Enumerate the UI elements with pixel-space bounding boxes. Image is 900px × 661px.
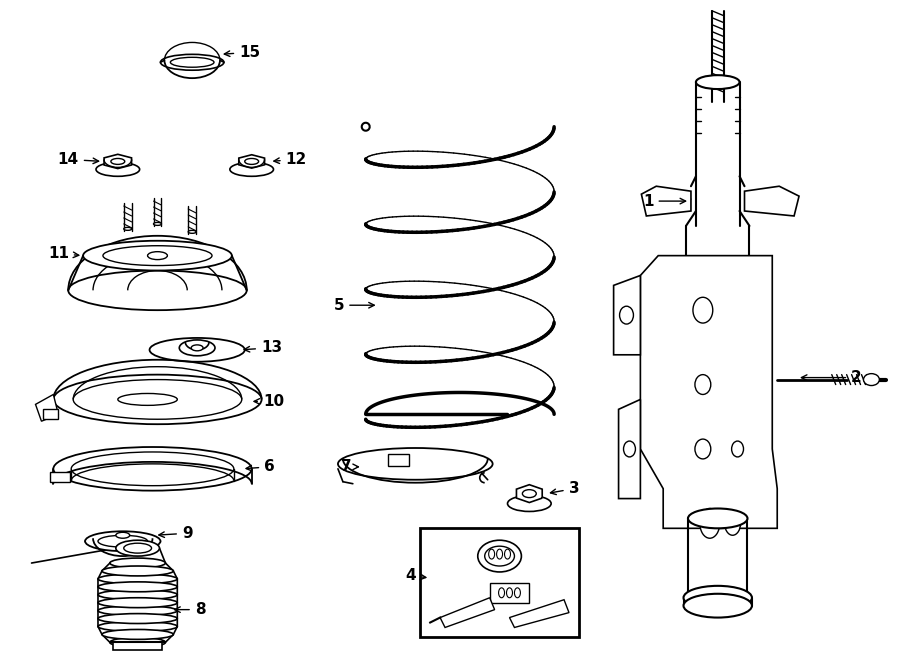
Ellipse shape [170, 58, 214, 67]
Ellipse shape [489, 549, 495, 559]
Ellipse shape [230, 163, 274, 176]
Ellipse shape [160, 54, 224, 70]
Ellipse shape [124, 543, 151, 553]
Ellipse shape [179, 340, 215, 356]
Ellipse shape [693, 297, 713, 323]
Ellipse shape [863, 373, 879, 385]
Text: 4: 4 [406, 568, 426, 584]
Ellipse shape [619, 306, 634, 324]
Ellipse shape [497, 549, 502, 559]
Text: 3: 3 [551, 481, 580, 496]
Ellipse shape [683, 586, 752, 609]
Ellipse shape [696, 75, 740, 89]
Polygon shape [618, 399, 641, 498]
Ellipse shape [695, 439, 711, 459]
Text: 1: 1 [644, 194, 686, 209]
Ellipse shape [499, 588, 505, 598]
Ellipse shape [98, 621, 177, 631]
Ellipse shape [191, 345, 203, 351]
Ellipse shape [522, 490, 536, 498]
Ellipse shape [110, 558, 166, 568]
Ellipse shape [111, 159, 125, 165]
Ellipse shape [508, 496, 551, 512]
Ellipse shape [98, 582, 177, 592]
Ellipse shape [724, 512, 741, 535]
Text: 7: 7 [340, 459, 358, 475]
Ellipse shape [515, 588, 520, 598]
Text: 5: 5 [334, 297, 374, 313]
Polygon shape [509, 600, 569, 627]
Ellipse shape [124, 227, 131, 230]
Ellipse shape [86, 531, 160, 551]
Text: 8: 8 [175, 602, 205, 617]
Ellipse shape [507, 588, 512, 598]
Ellipse shape [53, 375, 262, 424]
Bar [420, 528, 579, 637]
Ellipse shape [68, 270, 247, 310]
Ellipse shape [98, 574, 177, 584]
Polygon shape [517, 485, 542, 502]
Polygon shape [744, 186, 799, 216]
Ellipse shape [154, 222, 161, 225]
Ellipse shape [732, 441, 743, 457]
Ellipse shape [98, 598, 177, 607]
Text: 13: 13 [244, 340, 282, 356]
Ellipse shape [102, 629, 174, 639]
Text: 15: 15 [224, 45, 260, 60]
Bar [50, 472, 70, 482]
Polygon shape [104, 154, 131, 169]
Text: 6: 6 [246, 459, 274, 475]
Polygon shape [641, 256, 778, 528]
Text: 12: 12 [274, 152, 307, 167]
Ellipse shape [110, 637, 166, 647]
Ellipse shape [700, 508, 720, 538]
Text: 11: 11 [48, 246, 79, 261]
Ellipse shape [96, 163, 140, 176]
Ellipse shape [245, 159, 258, 165]
Text: 2: 2 [801, 370, 862, 385]
Ellipse shape [83, 241, 232, 270]
Ellipse shape [98, 613, 177, 623]
Ellipse shape [98, 535, 148, 547]
Polygon shape [614, 276, 641, 355]
Ellipse shape [71, 452, 234, 486]
Ellipse shape [103, 246, 212, 266]
Polygon shape [238, 155, 265, 168]
Polygon shape [642, 186, 691, 216]
Polygon shape [35, 395, 58, 421]
Ellipse shape [98, 590, 177, 600]
Ellipse shape [624, 441, 635, 457]
Bar [388, 454, 410, 466]
Ellipse shape [102, 566, 174, 576]
Ellipse shape [688, 508, 748, 528]
Ellipse shape [53, 447, 252, 490]
Text: 10: 10 [254, 394, 284, 409]
Ellipse shape [98, 605, 177, 615]
Ellipse shape [188, 230, 196, 233]
Text: 14: 14 [58, 152, 99, 167]
Bar [490, 583, 529, 603]
Ellipse shape [118, 393, 177, 405]
Ellipse shape [485, 546, 515, 566]
Bar [112, 642, 162, 650]
Text: 9: 9 [158, 525, 193, 541]
Ellipse shape [695, 375, 711, 395]
Ellipse shape [116, 540, 159, 556]
Ellipse shape [478, 540, 521, 572]
Ellipse shape [505, 549, 510, 559]
Ellipse shape [116, 532, 130, 538]
Ellipse shape [338, 448, 492, 480]
Ellipse shape [683, 594, 752, 617]
Polygon shape [440, 598, 495, 627]
Ellipse shape [148, 252, 167, 260]
Bar [43, 409, 58, 419]
Ellipse shape [73, 379, 242, 419]
Ellipse shape [149, 338, 245, 362]
